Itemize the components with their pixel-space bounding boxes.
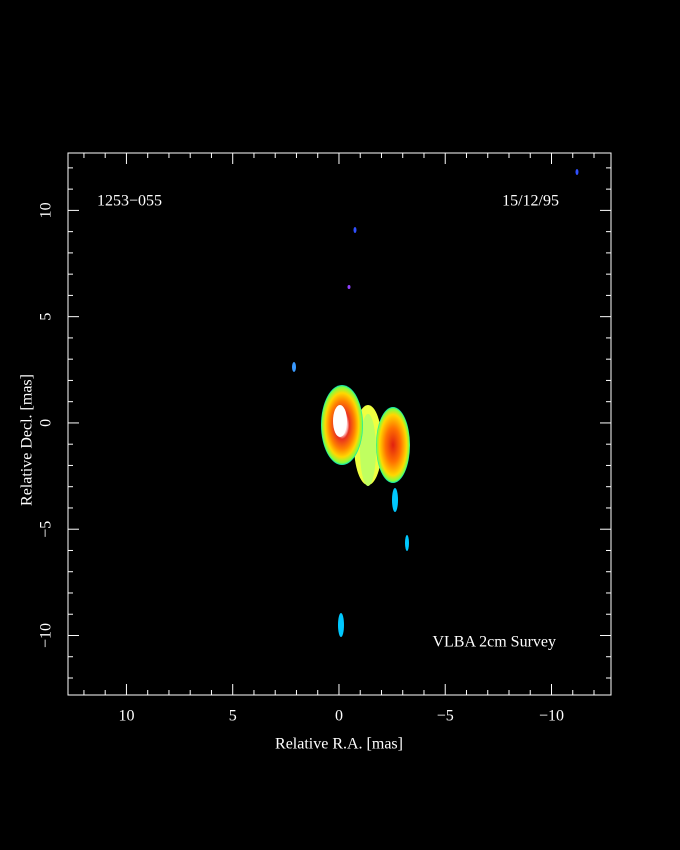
y-tick-label: 10 [38, 202, 55, 218]
x-tick-label: 10 [118, 708, 134, 725]
x-axis-label: Relative R.A. [mas] [275, 736, 403, 753]
y-tick-label: 5 [38, 313, 55, 321]
y-tick-label: 0 [38, 419, 55, 427]
y-tick-label: −10 [38, 623, 55, 648]
x-tick-label: 5 [229, 708, 237, 725]
y-axis-label: Relative Decl. [mas] [19, 374, 36, 506]
x-tick-label: 0 [335, 708, 343, 725]
x-tick-label: −10 [539, 708, 564, 725]
annotation: VLBA 2cm Survey [432, 634, 556, 651]
radio-image [292, 169, 579, 637]
date: 15/12/95 [502, 193, 559, 210]
x-tick-label: −5 [437, 708, 454, 725]
source-name: 1253−055 [97, 193, 162, 210]
plot-frame [67, 152, 612, 696]
y-tick-label: −5 [38, 521, 55, 538]
